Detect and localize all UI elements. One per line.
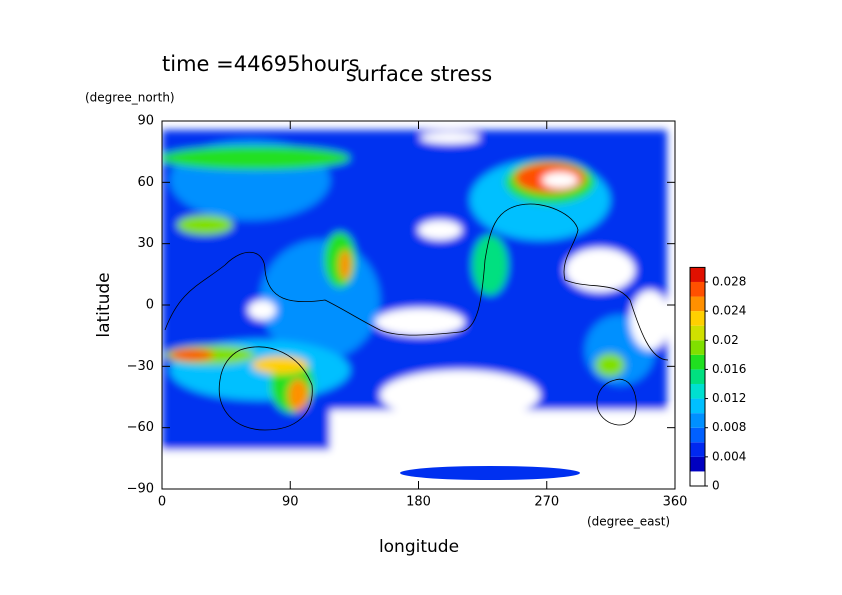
contour-field: [162, 130, 675, 489]
field-region: [595, 353, 625, 377]
field-gap: [248, 300, 276, 320]
field-gap: [542, 172, 578, 188]
x-tick-label: 360: [663, 495, 688, 510]
colorbar-level: [690, 340, 705, 355]
field-region: [472, 235, 508, 295]
colorbar-level: [690, 383, 705, 399]
y-unit: (degree_north): [85, 91, 175, 105]
x-tick-label: 180: [406, 495, 431, 510]
colorbar-level: [690, 471, 705, 486]
field-region: [170, 349, 214, 361]
colorbar-level: [690, 398, 705, 414]
y-tick-label: −30: [127, 359, 154, 374]
y-tick-label: 0: [146, 298, 154, 313]
colorbar-tick-label: 0.012: [712, 391, 746, 405]
field-region: [288, 379, 308, 411]
chart-subtitle: time =44695hours: [162, 52, 360, 76]
field-gap: [420, 132, 480, 144]
colorbar-level: [690, 311, 705, 326]
colorbar-level: [690, 281, 705, 297]
y-tick-label: 60: [137, 175, 154, 190]
x-axis-title: longitude: [379, 537, 459, 557]
colorbar-tick-label: 0.02: [712, 333, 739, 347]
colorbar-tick-label: 0: [712, 479, 720, 493]
colorbar-level: [690, 427, 705, 443]
chart-title: surface stress: [346, 62, 492, 86]
field-gap: [380, 370, 540, 420]
field-region: [252, 356, 308, 374]
x-tick-label: 0: [158, 495, 166, 510]
colorbar-level: [690, 369, 705, 384]
y-tick-label: −90: [127, 482, 154, 497]
colorbar-frame: [689, 266, 706, 487]
x-tick-label: 90: [282, 495, 299, 510]
field-region: [177, 215, 233, 235]
field-gap: [418, 220, 462, 240]
y-tick-label: −60: [127, 420, 154, 435]
colorbar-tick-label: 0.024: [712, 304, 746, 318]
colorbar-level: [690, 296, 705, 312]
colorbar-level: [690, 267, 705, 282]
field-gap: [375, 308, 465, 336]
field-region: [400, 466, 580, 480]
field-gap: [630, 290, 670, 350]
colorbar-level: [690, 442, 705, 457]
field-region: [339, 250, 351, 280]
field-region: [162, 146, 350, 170]
y-axis-title: latitude: [94, 272, 114, 337]
x-unit: (degree_east): [587, 515, 670, 529]
y-tick-label: 90: [137, 114, 154, 129]
colorbar-tick-label: 0.008: [712, 420, 746, 434]
field-gap: [565, 248, 635, 292]
colorbar-level: [690, 325, 705, 341]
x-tick-label: 270: [534, 495, 559, 510]
colorbar-tick-label: 0.028: [712, 274, 746, 288]
colorbar-level: [690, 413, 705, 428]
coastline: [164, 203, 669, 431]
colorbar-level: [690, 456, 705, 472]
colorbar-tick-label: 0.016: [712, 362, 746, 376]
y-tick-label: 30: [137, 236, 154, 251]
colorbar-tick-label: 0.004: [712, 449, 746, 463]
colorbar-level: [690, 354, 705, 370]
